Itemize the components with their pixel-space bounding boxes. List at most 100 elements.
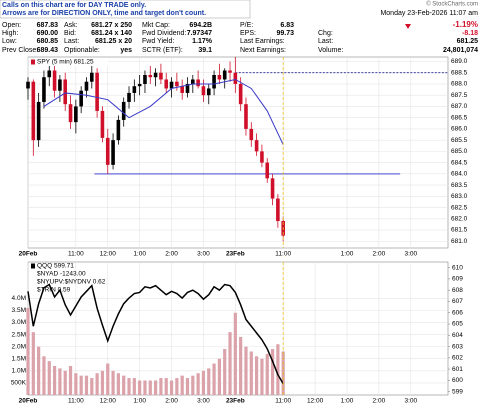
y-tick-label: 1.5M [12, 355, 26, 362]
volume-bar [185, 378, 190, 395]
y-tick-label: 683.5 [451, 182, 468, 189]
volume-bar [111, 370, 115, 395]
quote-value: 681.27 x 250 [91, 22, 132, 29]
candle-body [191, 79, 195, 84]
candle-body [159, 72, 163, 80]
candle-body [52, 70, 57, 91]
candle-body [153, 72, 158, 78]
quote-value: -1.19% [453, 20, 478, 29]
quote-label: Volume: [318, 47, 343, 54]
y-tick-label: 1.0M [12, 368, 26, 375]
quote-label: Last: [318, 38, 333, 45]
volume-bar [84, 375, 89, 395]
datetime: Monday 23-Feb-2026 11:07 am [380, 10, 478, 17]
candle-body [63, 79, 68, 105]
candle-body [228, 70, 232, 73]
x-tick-label: 2:00 [373, 251, 386, 258]
candle-body [164, 79, 169, 89]
candle-body [238, 83, 243, 105]
y-tick-label: 683.0 [451, 193, 468, 200]
y-tick-label: 681.5 [451, 227, 468, 234]
x-tick-label: 20Feb [19, 398, 38, 405]
candle-body [74, 106, 78, 123]
y2-tick-label: 601 [452, 366, 463, 373]
y-tick-label: 687.0 [451, 103, 468, 110]
y-tick-label: 2.5M [12, 331, 26, 338]
quote-value: 99.73 [276, 30, 294, 37]
quote-label: Fwd Yield: [142, 38, 174, 45]
volume-bar [228, 332, 232, 395]
volume-bar [249, 351, 253, 395]
volume-bar [159, 378, 163, 395]
volume-bar [180, 375, 184, 395]
x-tick-label: 2:00 [165, 251, 178, 258]
y-tick-label: 689.0 [451, 58, 468, 65]
y2-tick-label: 610 [452, 264, 463, 271]
volume-bar [223, 349, 227, 395]
notice-box [0, 0, 251, 19]
x-tick-label: 12:00 [307, 398, 324, 405]
x-tick-label: 11:00 [275, 398, 291, 405]
volume-bar [270, 349, 275, 395]
candle-body [206, 88, 211, 96]
quote-value: 24,801,074 [443, 47, 478, 54]
volume-bar [239, 336, 243, 395]
x-tick-label: 23Feb [226, 398, 245, 405]
lower-panel: 20Feb 11:00 12:00 1:00 2:00 3:00 23Feb 11:00 12:… [11, 261, 463, 405]
volume-bar [212, 363, 216, 395]
quote-value: 7.97347 [187, 30, 212, 37]
volume-bar [100, 370, 105, 395]
y-tick-label: 500K [11, 380, 27, 387]
y2-tick-label: 606 [452, 309, 463, 316]
candle-body [175, 81, 179, 87]
y2-tick-label: 609 [452, 276, 463, 283]
x-tick-label: 2:00 [373, 398, 386, 405]
quote-value: 681.25 x 20 [95, 38, 132, 45]
candle-body [217, 74, 222, 80]
volume-bar [79, 375, 83, 395]
candle-body [42, 77, 46, 102]
volume-bar [175, 378, 179, 395]
volume-bar [196, 373, 200, 395]
quote-label: Fwd Dividend: [142, 30, 186, 37]
quote-value: 681.25 [457, 38, 479, 45]
quote-label: High: [2, 30, 18, 37]
candle-body [116, 119, 121, 141]
volume-bar [106, 363, 110, 395]
quote-value: 1.17% [192, 38, 213, 45]
quote-label: P/E: [240, 22, 253, 29]
quote-value: 680.85 [37, 38, 59, 45]
volume-bar [260, 358, 264, 395]
y-tick-label: 688.5 [451, 69, 468, 76]
candle-body [121, 101, 126, 120]
candle-body [31, 81, 36, 141]
y2-tick-label: 600 [452, 377, 463, 384]
legend-box [30, 58, 108, 66]
y2-tick-label: 599 [452, 388, 463, 395]
y-tick-label: 685.5 [451, 137, 468, 144]
legend-swatch [31, 263, 35, 269]
candle-body [233, 72, 238, 84]
x-tick-label: 11:00 [68, 251, 84, 258]
volume-bar [122, 375, 126, 395]
candle-body [254, 140, 259, 152]
legend-entry: $NYUPV:$NYDNV 0.62 [37, 279, 106, 286]
quote-label: Chg: [318, 30, 333, 37]
volume-bar [132, 378, 136, 395]
volume-bar [217, 358, 221, 395]
volume-bar [127, 378, 131, 395]
volume-bar [244, 346, 248, 395]
quote-value: yes [120, 47, 132, 54]
volume-bar [95, 373, 99, 395]
y-tick-label: 2.0M [12, 343, 26, 350]
quote-label: Prev Close: [2, 47, 38, 54]
y-tick-label: 682.5 [451, 204, 468, 211]
x-tick-label: 2:00 [165, 398, 178, 405]
candle-body [111, 140, 115, 165]
volume-bar [26, 307, 30, 395]
quote-value: 687.83 [37, 22, 59, 29]
volume-bar [255, 356, 259, 395]
candle-body [105, 137, 110, 165]
y2-tick-label: 604 [452, 332, 463, 339]
